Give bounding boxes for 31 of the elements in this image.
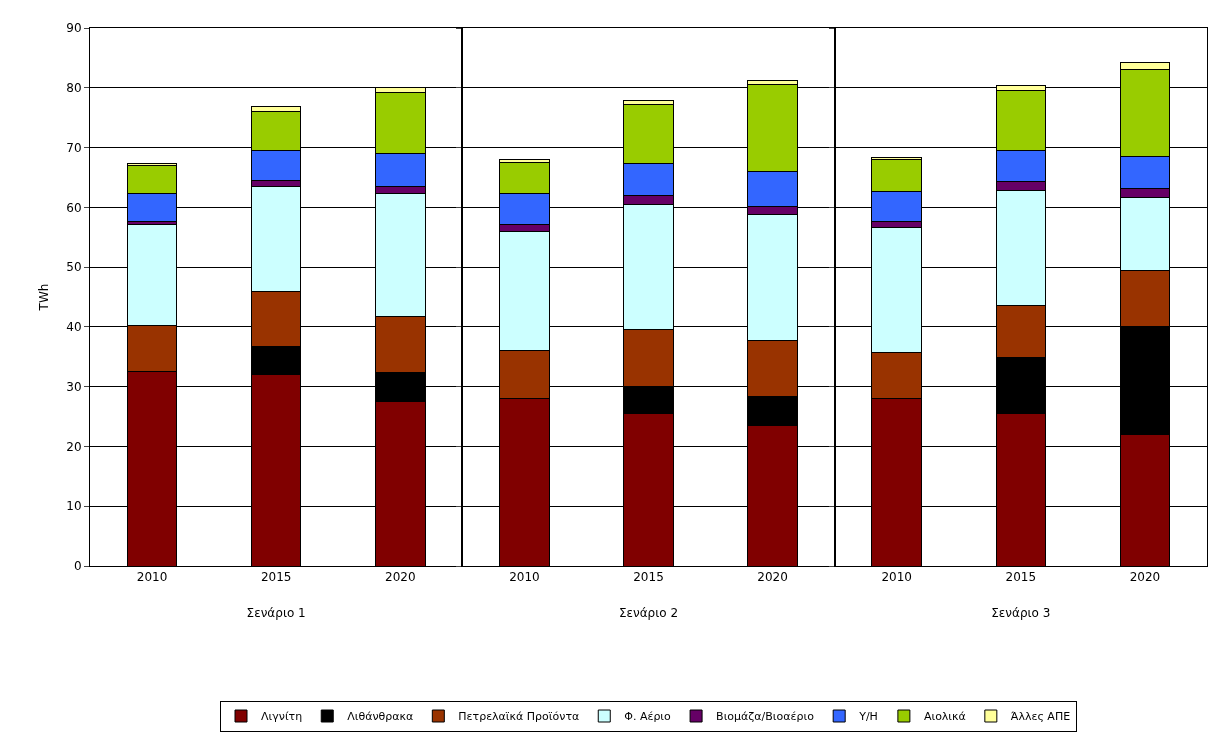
legend-label: Λιγνίτη bbox=[261, 710, 303, 724]
y-tick-label: 70 bbox=[66, 140, 82, 155]
legend-label: Αιολικά bbox=[923, 710, 966, 724]
x-tick-label: 2010 bbox=[509, 570, 540, 585]
x-tick-label: 2015 bbox=[633, 570, 664, 585]
y-tick-label: 60 bbox=[66, 200, 82, 215]
x-tick-label: 2015 bbox=[1005, 570, 1037, 585]
y-tick-label: 50 bbox=[66, 260, 82, 275]
x-axis-title: Σενάριο 2 bbox=[618, 606, 679, 621]
y-tick-label: 10 bbox=[66, 499, 82, 514]
x-tick-label: 2010 bbox=[136, 570, 168, 585]
x-tick-label: 2020 bbox=[757, 570, 788, 585]
y-axis-title: TWh bbox=[36, 283, 51, 312]
y-tick-label: 30 bbox=[66, 379, 82, 394]
y-tick-label: 90 bbox=[66, 21, 82, 36]
y-tick-label: 80 bbox=[66, 80, 82, 95]
legend-label: Φ. Αέριο bbox=[624, 710, 672, 724]
legend-label: Λιθάνθρακα bbox=[347, 710, 414, 724]
legend-label: Βιομάζα/Βιοαέριο bbox=[716, 710, 815, 724]
x-tick-label: 2020 bbox=[1129, 570, 1161, 585]
legend-label: Άλλες ΑΠΕ bbox=[1010, 710, 1071, 724]
x-tick-label: 2010 bbox=[881, 570, 912, 585]
legend-label: Υ/Η bbox=[858, 710, 878, 724]
x-tick-label: 2020 bbox=[385, 570, 416, 585]
legend-label: Πετρελαϊκά Προϊόντα bbox=[458, 710, 580, 724]
x-axis-title: Σενάριο 1 bbox=[246, 606, 306, 621]
x-tick-label: 2015 bbox=[260, 570, 292, 585]
x-axis-title: Σενάριο 3 bbox=[991, 606, 1051, 621]
y-tick-label: 40 bbox=[66, 320, 82, 335]
y-tick-label: 0 bbox=[73, 559, 82, 574]
y-tick-label: 20 bbox=[66, 439, 82, 454]
